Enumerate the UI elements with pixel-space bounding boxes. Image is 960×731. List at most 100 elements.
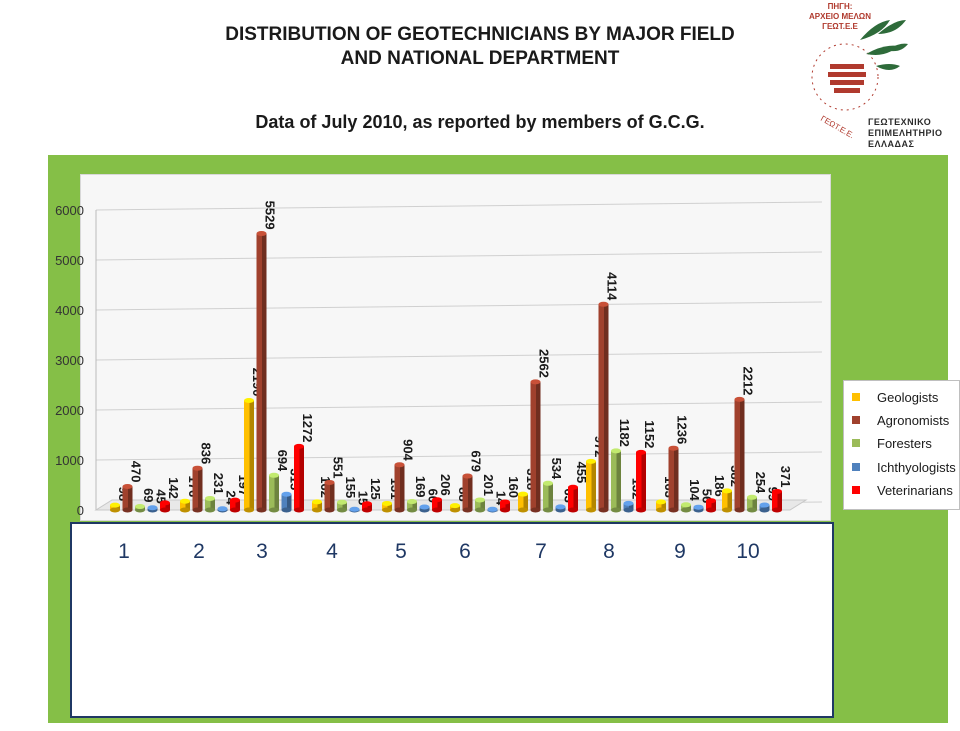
bar xyxy=(281,494,292,510)
data-label: 455 xyxy=(574,462,589,484)
data-label: 160 xyxy=(506,476,521,498)
y-tick-label: 1000 xyxy=(55,453,84,468)
x-tick-label: 4 xyxy=(326,540,338,563)
bar-base xyxy=(244,507,254,513)
bar-shade xyxy=(711,500,716,510)
bar-base xyxy=(192,507,203,513)
bar-shade xyxy=(616,450,621,510)
legend-item-agronomists: Agronomists xyxy=(852,410,949,430)
bar-shade xyxy=(367,503,372,510)
bar-base xyxy=(324,507,335,513)
bar-shade xyxy=(740,399,745,510)
bar-cap xyxy=(324,479,335,485)
bar-cap xyxy=(110,502,120,508)
bar-cap xyxy=(281,491,292,497)
data-label: 904 xyxy=(401,439,416,461)
y-tick-label: 0 xyxy=(77,503,84,518)
x-tick-label: 1 xyxy=(118,540,130,563)
x-tick-label: 8 xyxy=(603,540,615,563)
bar xyxy=(160,502,170,510)
logo: ΠΗΓΗ: ΑΡΧΕΙΟ ΜΕΛΩΝ ΓΕΩΤ.Ε.Ε ΓΕΩΤ.Ε.Ε. ΓΕ… xyxy=(790,2,950,152)
bar-cap xyxy=(256,231,267,237)
data-label: 551 xyxy=(331,457,346,479)
bar-shade xyxy=(777,491,782,510)
bar-base xyxy=(759,507,770,513)
bar-shade xyxy=(165,502,170,510)
bar xyxy=(462,476,473,510)
bar-shade xyxy=(536,381,541,510)
legend-swatch xyxy=(852,439,860,447)
bar-shade xyxy=(210,498,215,510)
bar-base xyxy=(530,507,541,513)
legend-item-geologists: Geologists xyxy=(852,387,938,407)
bar-cap xyxy=(555,504,566,510)
bar-base xyxy=(337,507,347,513)
bar-base xyxy=(160,507,170,513)
bar-cap xyxy=(312,499,322,505)
x-tick-label: 5 xyxy=(395,540,407,563)
chart-subtitle: Data of July 2010, as reported by member… xyxy=(255,112,705,132)
bar-cap xyxy=(623,500,634,506)
data-label: 45 xyxy=(154,489,169,503)
bar-shade xyxy=(185,501,190,510)
bar-shade xyxy=(674,448,679,510)
logo-name-line2: ΕΠΙΜΕΛΗΤΗΡΙΟ xyxy=(868,128,943,138)
bar xyxy=(230,500,240,510)
x-tick-label: 9 xyxy=(674,540,686,563)
bar-cap xyxy=(500,499,510,505)
gridline xyxy=(95,401,823,411)
bar-cap xyxy=(349,506,360,512)
bar xyxy=(623,503,634,510)
bar-shade xyxy=(591,461,596,510)
bar-shade xyxy=(523,494,528,510)
bar-shade xyxy=(573,487,578,510)
data-label: 1152 xyxy=(642,420,657,448)
bar-cap xyxy=(432,497,442,503)
bar-base xyxy=(180,507,190,513)
bar-shade xyxy=(480,499,485,510)
bar-shade xyxy=(727,490,732,510)
category-table xyxy=(70,522,834,718)
bar-shade xyxy=(330,482,335,510)
bar-shade xyxy=(387,503,392,510)
bar-base xyxy=(269,507,279,513)
logo-leaves-icon xyxy=(860,20,908,70)
bar xyxy=(382,503,392,510)
bar-base xyxy=(135,507,145,513)
bar-cap xyxy=(419,504,430,510)
bar xyxy=(586,461,596,510)
logo-source-line3: ΓΕΩΤ.Ε.Ε xyxy=(822,22,858,31)
bar-cap xyxy=(747,494,757,500)
bar-cap xyxy=(759,502,770,508)
bar-cap xyxy=(611,448,621,454)
bar-shade xyxy=(287,494,292,510)
data-label: 142 xyxy=(166,477,181,499)
y-tick-label: 5000 xyxy=(55,253,84,268)
bar-cap xyxy=(394,462,405,468)
bar-shade xyxy=(412,501,417,510)
bar-shade xyxy=(299,446,304,510)
bar-cap xyxy=(656,499,666,505)
logo-name-line1: ΓΕΩΤΕΧΝΙΚΟ xyxy=(868,117,932,127)
data-label: 1182 xyxy=(617,419,632,447)
bar-shade xyxy=(455,505,460,510)
x-tick-label: 2 xyxy=(193,540,205,563)
bar-cap xyxy=(217,506,228,512)
bar-cap xyxy=(518,491,528,497)
gridline xyxy=(95,301,823,311)
bar xyxy=(611,450,621,510)
bar-shade xyxy=(249,400,254,510)
bar-cap xyxy=(475,497,485,503)
bar-cap xyxy=(382,500,392,506)
bar xyxy=(256,233,267,511)
bar-shade xyxy=(274,475,279,510)
data-label: 5529 xyxy=(263,201,278,230)
bar-base xyxy=(407,507,417,513)
legend: Geologists Agronomists Foresters Ichthyo… xyxy=(843,380,960,510)
bar-base xyxy=(382,507,392,513)
bar-base xyxy=(734,507,745,513)
bar-shade xyxy=(198,468,203,510)
bar xyxy=(362,503,372,510)
bar xyxy=(475,499,485,510)
bar-cap xyxy=(362,501,372,507)
